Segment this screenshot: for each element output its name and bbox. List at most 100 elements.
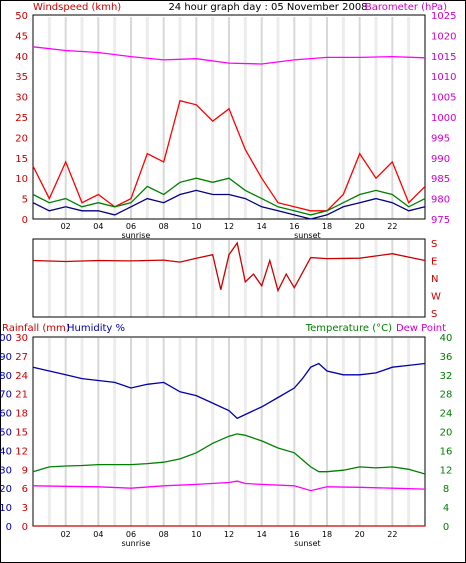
wind-average-line [32,177,426,216]
x-tick-label: 02 [61,530,71,539]
temperature-tick-label: 8 [443,484,449,495]
humidity-tick-label: 20 [0,484,12,495]
windspeed-tick-label: 35 [15,72,28,83]
windspeed-tick-label: 5 [22,195,28,206]
humidity-tick-label: 90 [0,352,12,363]
temperature-tick-label: 20 [440,428,453,439]
x-tick-label: 04 [93,222,103,231]
temperature-tick-label: 32 [440,371,453,382]
sunrise-marker: sunrise [121,539,150,548]
temperature-line [32,433,426,475]
rainfall-tick-label: 24 [15,371,28,382]
humidity-axis-label: Humidity % [67,323,125,334]
windspeed-axis-label: Windspeed (kmh) [33,2,121,13]
barometer-line [32,46,426,65]
rainfall-tick-label: 12 [15,446,28,457]
x-tick-label: 18 [322,222,332,231]
x-tick-label: 12 [224,530,234,539]
humidity-tick-label: 80 [0,371,12,382]
humidity-tick-label: 70 [0,390,12,401]
dewpoint-line [32,480,426,492]
temperature-tick-label: 12 [440,465,453,476]
dewpoint-axis-label: Dew Point [396,323,446,334]
barometer-axis-label: Barometer (hPa) [365,2,447,13]
temperature-tick-label: 28 [440,390,453,401]
rainfall-axis-label: Rainfall (mm) [2,323,70,334]
temperature-tick-label: 40 [440,333,453,344]
x-tick-label: 22 [387,530,397,539]
humidity-tick-label: 50 [0,428,12,439]
x-tick-label: 18 [322,530,332,539]
x-tick-label: 14 [257,222,267,231]
direction-tick-label: S [431,309,437,320]
rainfall-tick-label: 0 [22,522,28,533]
x-tick-label: 02 [61,222,71,231]
humidity-tick-label: 60 [0,409,12,420]
rainfall-tick-label: 27 [15,352,28,363]
windspeed-tick-label: 10 [15,174,28,185]
x-tick-label: 06 [126,222,136,231]
x-tick-label: 06 [126,530,136,539]
barometer-tick-label: 975 [431,215,450,226]
barometer-tick-label: 990 [431,154,450,165]
temperature-tick-label: 36 [440,352,453,363]
wind-panel-frame [32,14,426,220]
direction-tick-label: E [431,257,437,268]
x-tick-label: 20 [355,222,365,231]
barometer-tick-label: 1000 [431,113,456,124]
humidity-line [32,362,426,420]
wind-speed-line [32,189,426,220]
humidity-tick-label: 30 [0,465,12,476]
sunset-marker: sunset [294,231,321,240]
windspeed-tick-label: 15 [15,154,28,165]
x-tick-label: 08 [159,530,169,539]
barometer-tick-label: 1025 [431,11,456,22]
barometer-tick-label: 985 [431,174,450,185]
humidity-tick-label: 10 [0,503,12,514]
x-tick-label: 14 [257,530,267,539]
barometer-tick-label: 1005 [431,93,456,104]
temperature-tick-label: 16 [440,446,453,457]
rainfall-tick-label: 15 [15,428,28,439]
windspeed-tick-label: 40 [15,52,28,63]
rainfall-tick-label: 9 [22,465,28,476]
x-tick-label: 16 [289,222,299,231]
windspeed-tick-label: 30 [15,93,28,104]
sunset-marker: sunset [294,539,321,548]
windspeed-tick-label: 0 [22,215,28,226]
windspeed-tick-label: 45 [15,31,28,42]
sunrise-marker: sunrise [121,231,150,240]
wind-gust-line [32,99,426,212]
windspeed-tick-label: 20 [15,133,28,144]
x-tick-label: 22 [387,222,397,231]
barometer-tick-label: 1010 [431,72,456,83]
wind-direction-line [32,241,426,293]
rainfall-tick-label: 6 [22,484,28,495]
direction-tick-label: S [431,239,437,250]
humidity-tick-label: 40 [0,446,12,457]
temperature-tick-label: 4 [443,503,449,514]
x-tick-label: 12 [224,222,234,231]
rainfall-tick-label: 30 [15,333,28,344]
x-tick-label: 04 [93,530,103,539]
x-tick-label: 20 [355,530,365,539]
humidity-tick-label: 0 [6,522,12,533]
x-tick-label: 08 [159,222,169,231]
direction-tick-label: W [431,292,441,303]
rainfall-tick-label: 21 [15,390,28,401]
direction-tick-label: N [431,274,438,285]
barometer-tick-label: 995 [431,133,450,144]
barometer-tick-label: 980 [431,195,450,206]
rainfall-tick-label: 18 [15,409,28,420]
x-tick-label: 16 [289,530,299,539]
x-tick-label: 10 [191,222,201,231]
temperature-axis-label: Temperature (°C) [305,323,392,334]
chart-title: 24 hour graph day : 05 November 2008 [168,2,367,13]
rainfall-tick-label: 3 [22,503,28,514]
barometer-tick-label: 1015 [431,52,456,63]
barometer-tick-label: 1020 [431,31,456,42]
direction-panel-frame [32,238,426,318]
x-tick-label: 10 [191,530,201,539]
windspeed-tick-label: 25 [15,113,28,124]
windspeed-tick-label: 50 [15,11,28,22]
